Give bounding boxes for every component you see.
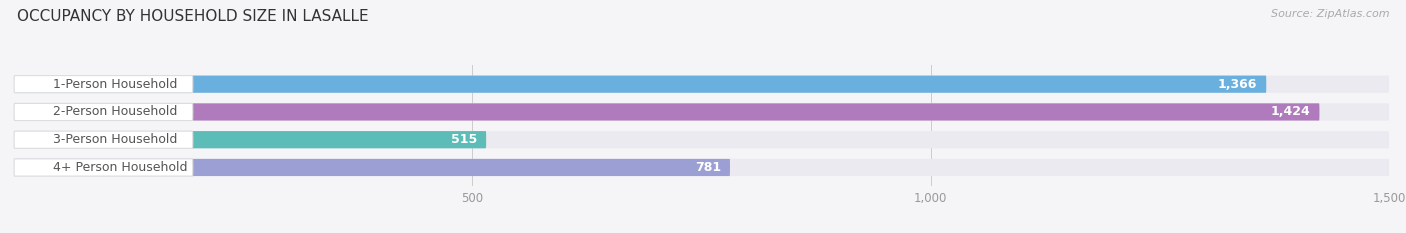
FancyBboxPatch shape bbox=[14, 103, 1389, 120]
FancyBboxPatch shape bbox=[14, 131, 486, 148]
Text: 3-Person Household: 3-Person Household bbox=[53, 133, 177, 146]
Text: 4+ Person Household: 4+ Person Household bbox=[53, 161, 188, 174]
Text: 1,424: 1,424 bbox=[1271, 106, 1310, 118]
FancyBboxPatch shape bbox=[14, 131, 1389, 148]
FancyBboxPatch shape bbox=[14, 75, 1389, 93]
FancyBboxPatch shape bbox=[14, 159, 730, 176]
FancyBboxPatch shape bbox=[14, 103, 1319, 120]
Text: 515: 515 bbox=[451, 133, 477, 146]
Text: Source: ZipAtlas.com: Source: ZipAtlas.com bbox=[1271, 9, 1389, 19]
FancyBboxPatch shape bbox=[14, 131, 193, 148]
Text: OCCUPANCY BY HOUSEHOLD SIZE IN LASALLE: OCCUPANCY BY HOUSEHOLD SIZE IN LASALLE bbox=[17, 9, 368, 24]
Text: 1,366: 1,366 bbox=[1218, 78, 1257, 91]
FancyBboxPatch shape bbox=[14, 75, 1267, 93]
Text: 781: 781 bbox=[695, 161, 721, 174]
FancyBboxPatch shape bbox=[14, 159, 1389, 176]
Text: 2-Person Household: 2-Person Household bbox=[53, 106, 177, 118]
FancyBboxPatch shape bbox=[14, 103, 193, 120]
FancyBboxPatch shape bbox=[14, 159, 193, 176]
Text: 1-Person Household: 1-Person Household bbox=[53, 78, 177, 91]
FancyBboxPatch shape bbox=[14, 75, 193, 93]
